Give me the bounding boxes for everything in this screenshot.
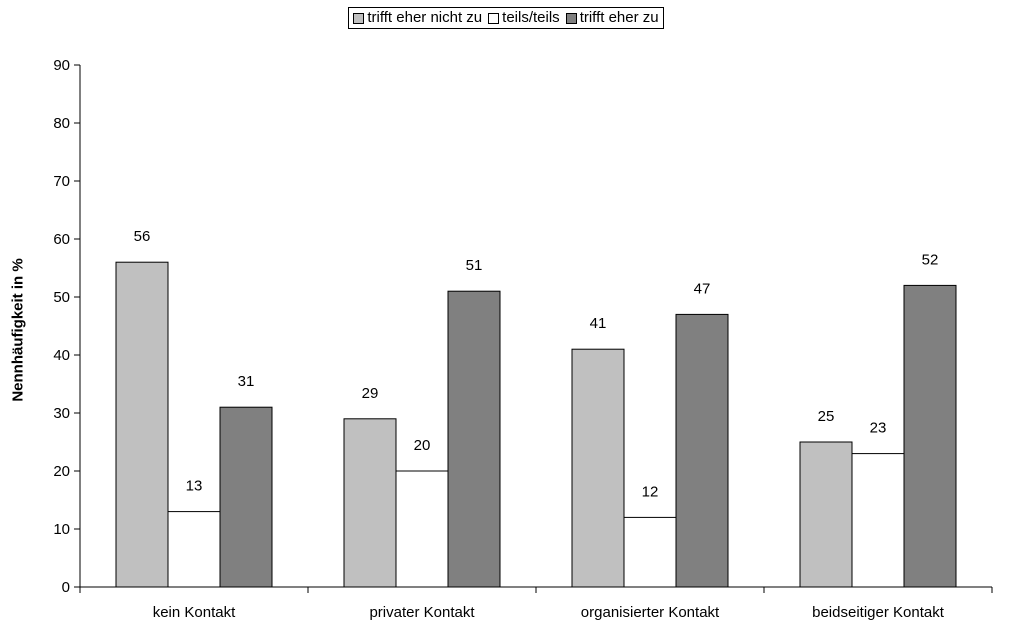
bar	[851, 453, 905, 588]
bar	[571, 348, 625, 588]
bar	[343, 418, 397, 588]
x-tick-label: beidseitiger Kontakt	[812, 604, 945, 621]
bar	[675, 313, 729, 588]
legend-swatch-light-gray	[353, 12, 365, 24]
legend-swatch-white	[488, 12, 500, 24]
bar	[115, 261, 169, 588]
y-tick-label: 50	[53, 289, 70, 306]
x-tick-label: kein Kontakt	[153, 604, 236, 621]
data-label: 29	[362, 385, 379, 402]
data-label: 47	[694, 280, 711, 297]
legend-label: trifft eher zu	[579, 9, 659, 26]
bar	[395, 470, 449, 588]
y-tick-label: 40	[53, 347, 70, 364]
bar	[799, 441, 853, 588]
bar	[167, 511, 221, 588]
y-tick-label: 60	[53, 231, 70, 248]
legend-item-trifft-eher-zu: trifft eher zu	[565, 9, 659, 26]
data-label: 23	[870, 420, 887, 437]
data-label: 56	[134, 228, 151, 245]
legend-item-teils-teils: teils/teils	[488, 10, 560, 26]
y-tick-label: 90	[53, 57, 70, 74]
data-label: 12	[642, 483, 659, 500]
legend-label: teils/teils	[502, 9, 560, 26]
x-tick-label: privater Kontakt	[369, 604, 475, 621]
y-tick-label: 70	[53, 173, 70, 190]
legend-box: trifft eher nicht zu teils/teils trifft …	[348, 7, 664, 29]
y-tick-label: 0	[62, 579, 70, 596]
y-tick-label: 20	[53, 463, 70, 480]
data-label: 51	[466, 257, 483, 274]
legend-swatch-dark-gray	[565, 12, 577, 24]
data-label: 13	[186, 478, 203, 495]
legend-label: trifft eher nicht zu	[367, 9, 483, 26]
data-label: 25	[818, 408, 835, 425]
bar	[623, 516, 677, 588]
bar	[219, 406, 273, 588]
bar	[447, 290, 501, 588]
x-tick-label: organisierter Kontakt	[581, 604, 720, 621]
data-label: 20	[414, 437, 431, 454]
legend-item-trifft-eher-nicht-zu: trifft eher nicht zu	[353, 10, 482, 26]
data-label: 31	[238, 373, 255, 390]
bar	[903, 284, 957, 588]
data-label: 41	[590, 315, 607, 332]
legend: trifft eher nicht zu teils/teils trifft …	[0, 7, 1012, 29]
data-label: 52	[922, 251, 939, 268]
y-tick-label: 80	[53, 115, 70, 132]
y-tick-label: 10	[53, 521, 70, 538]
y-tick-label: 30	[53, 405, 70, 422]
